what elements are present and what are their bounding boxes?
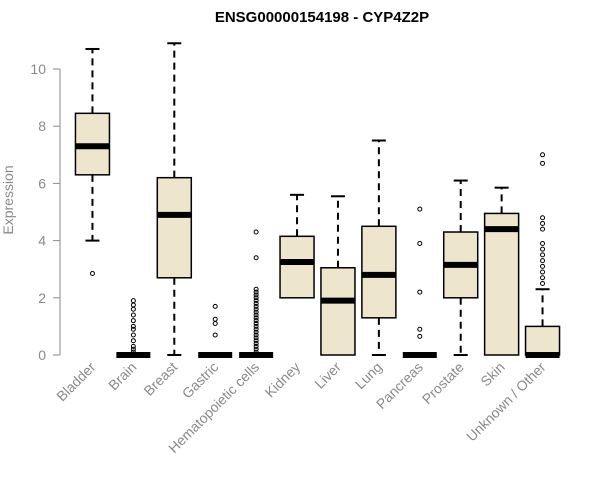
- outlier-point: [130, 298, 136, 304]
- outlier-point: [253, 315, 259, 321]
- y-tick-label: 6: [38, 175, 46, 191]
- outlier-point: [253, 346, 259, 352]
- x-tick-label: Liver: [311, 359, 344, 392]
- y-axis-title: Expression: [0, 165, 16, 234]
- outlier-point: [89, 270, 95, 276]
- outlier-point: [253, 303, 259, 309]
- y-tick-label: 8: [38, 118, 46, 134]
- outlier-point: [253, 341, 259, 347]
- outlier-point: [130, 349, 136, 355]
- box-skin: [483, 186, 520, 356]
- box-iqr: [320, 267, 356, 356]
- outlier-point: [253, 298, 259, 304]
- outlier-point: [253, 255, 259, 261]
- box-iqr: [483, 212, 520, 356]
- outlier-point: [540, 263, 546, 269]
- outlier-point: [253, 295, 259, 301]
- outlier-point: [417, 206, 423, 212]
- box-iqr: [279, 235, 315, 299]
- outlier-point: [253, 229, 259, 235]
- outlier-point: [130, 306, 136, 312]
- y-tick-label: 0: [38, 347, 46, 363]
- y-axis: 0 2 4 6 8 10: [30, 61, 61, 363]
- outlier-point: [417, 240, 423, 246]
- outlier-point: [130, 338, 136, 344]
- box-iqr: [524, 325, 561, 356]
- outlier-point: [540, 281, 546, 286]
- box-gastric: [198, 303, 233, 358]
- outlier-point: [130, 323, 136, 329]
- x-tick-label: Bladder: [53, 359, 99, 405]
- outlier-point: [253, 332, 259, 338]
- outlier-point: [130, 326, 136, 332]
- outlier-point: [540, 246, 546, 252]
- chart-title: ENSG00000154198 - CYP4Z2P: [215, 9, 429, 26]
- outlier-point: [540, 258, 546, 264]
- outlier-point: [540, 240, 546, 246]
- outlier-point: [212, 321, 218, 327]
- outlier-point: [253, 326, 259, 332]
- x-tick-label: Prostate: [419, 359, 467, 407]
- x-tick-label: Kidney: [262, 359, 304, 401]
- outlier-point: [253, 321, 259, 327]
- outlier-point: [253, 292, 259, 298]
- x-tick-label: Brain: [105, 359, 139, 393]
- x-tick-label: Breast: [140, 359, 180, 399]
- outlier-point: [130, 318, 136, 324]
- box-kidney: [279, 193, 315, 299]
- outlier-point: [540, 215, 546, 221]
- box-iqr: [156, 176, 193, 279]
- outlier-point: [212, 316, 218, 322]
- outlier-point: [253, 312, 259, 318]
- box-brain: [116, 298, 151, 358]
- y-tick-label: 4: [38, 233, 46, 249]
- outlier-point: [130, 346, 136, 352]
- outlier-point: [130, 302, 136, 308]
- outlier-point: [253, 301, 259, 307]
- outlier-point: [540, 160, 546, 166]
- outlier-point: [417, 326, 423, 332]
- outlier-point: [253, 289, 259, 295]
- box-unknown-other: [524, 152, 561, 358]
- outlier-point: [417, 333, 423, 339]
- outlier-point: [540, 269, 546, 275]
- outlier-point: [253, 335, 259, 341]
- outlier-point: [212, 303, 218, 309]
- boxes-group: [74, 42, 561, 358]
- outlier-point: [253, 309, 259, 315]
- outlier-point: [540, 226, 546, 232]
- outlier-point: [253, 338, 259, 344]
- box-bladder: [74, 47, 111, 276]
- outlier-point: [253, 286, 259, 292]
- outlier-point: [212, 332, 218, 338]
- box-breast: [156, 42, 193, 356]
- x-tick-label: Lung: [352, 359, 385, 392]
- outlier-point: [417, 289, 423, 295]
- x-tick-label: Skin: [477, 359, 508, 390]
- outlier-point: [253, 349, 259, 355]
- box-lung: [361, 139, 397, 356]
- box-liver: [320, 195, 356, 356]
- outlier-point: [253, 323, 259, 329]
- box-prostate: [442, 179, 479, 356]
- outlier-point: [540, 275, 546, 281]
- outlier-point: [130, 332, 136, 338]
- outlier-point: [253, 306, 259, 312]
- outlier-point: [540, 152, 546, 158]
- outlier-point: [253, 343, 259, 349]
- outlier-point: [253, 329, 259, 335]
- outlier-point: [130, 312, 136, 318]
- y-tick-label: 10: [30, 61, 46, 77]
- box-pancreas: [402, 206, 437, 358]
- outlier-point: [253, 318, 259, 324]
- outlier-point: [130, 343, 136, 349]
- outlier-point: [540, 252, 546, 258]
- y-tick-label: 2: [38, 290, 46, 306]
- outlier-point: [540, 220, 546, 226]
- box-hematopoietic-cells: [239, 229, 274, 358]
